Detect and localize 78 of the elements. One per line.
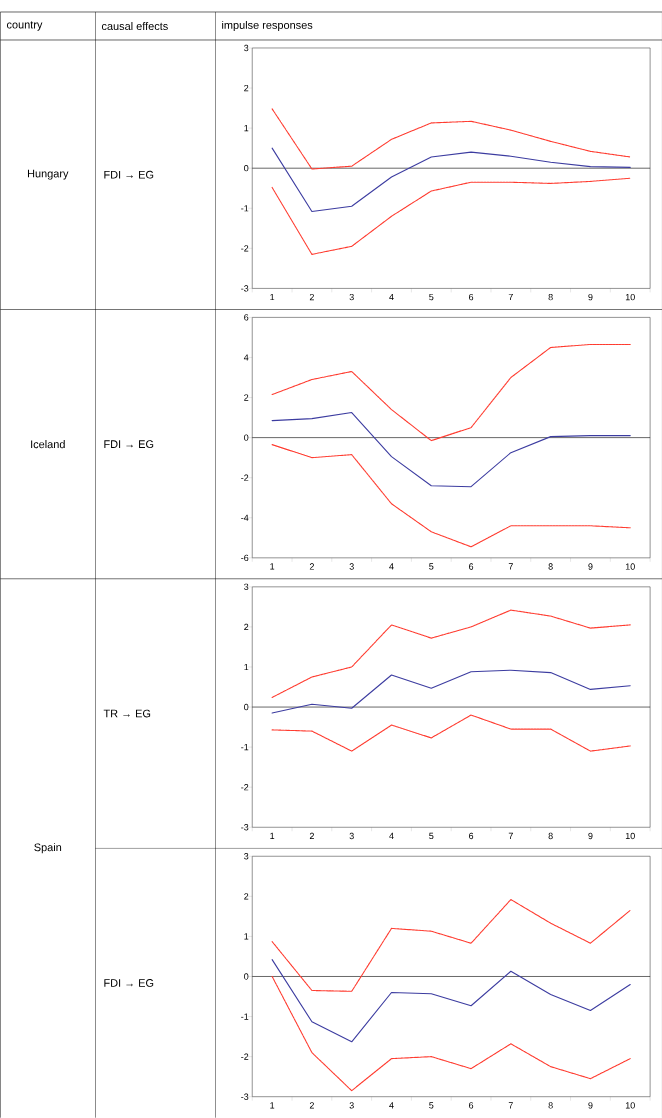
text: country xyxy=(6,21,43,31)
x-tick-label: 7 xyxy=(508,1102,513,1109)
y-tick-label: 6 xyxy=(243,314,249,321)
y-tick-label: -1 xyxy=(240,205,249,212)
x-tick-label: 10 xyxy=(625,832,635,840)
text: FDI → EG xyxy=(104,979,153,987)
x-tick-label: 2 xyxy=(309,832,314,840)
y-tick-label: 0 xyxy=(243,973,249,980)
y-tick-label: 1 xyxy=(244,125,249,132)
y-tick-label: 3 xyxy=(243,583,249,591)
x-tick-label: 3 xyxy=(349,1102,354,1109)
y-tick-label: 3 xyxy=(243,853,249,860)
y-tick-label: -3 xyxy=(240,285,249,292)
y-tick-label: -1 xyxy=(240,1013,249,1020)
text: FDI → EG xyxy=(104,170,153,179)
text: FDI → EG xyxy=(104,440,153,449)
x-tick-label: 10 xyxy=(625,293,635,301)
x-tick-label: 2 xyxy=(309,1102,314,1109)
y-tick-label: 4 xyxy=(243,354,249,361)
x-tick-label: 3 xyxy=(349,293,354,301)
x-tick-label: 6 xyxy=(468,832,473,840)
y-tick-label: 1 xyxy=(244,663,249,671)
x-tick-label: 9 xyxy=(588,563,593,570)
x-tick-label: 3 xyxy=(349,563,354,570)
x-tick-label: 8 xyxy=(548,832,553,840)
x-tick-label: 10 xyxy=(625,563,635,570)
x-tick-label: 8 xyxy=(548,563,553,570)
x-tick-label: 8 xyxy=(548,1102,553,1109)
x-tick-label: 4 xyxy=(389,563,394,570)
x-tick-label: 1 xyxy=(270,293,274,301)
y-tick-label: -2 xyxy=(240,245,249,252)
x-tick-label: 1 xyxy=(270,563,274,570)
y-tick-label: -3 xyxy=(240,824,249,831)
text: Hungary xyxy=(27,169,69,180)
x-tick-label: 6 xyxy=(468,1102,473,1109)
y-tick-label: -2 xyxy=(240,474,249,481)
x-tick-label: 7 xyxy=(508,832,513,839)
text: TR → EG xyxy=(103,709,150,718)
y-tick-label: -3 xyxy=(240,1093,249,1100)
y-tick-label: 1 xyxy=(244,933,249,940)
x-tick-label: 2 xyxy=(309,293,314,301)
x-tick-label: 5 xyxy=(428,1102,434,1109)
x-tick-label: 5 xyxy=(428,293,434,301)
y-tick-label: 2 xyxy=(243,84,249,92)
y-tick-label: 2 xyxy=(243,893,249,900)
y-tick-label: -2 xyxy=(240,784,249,791)
y-tick-label: -4 xyxy=(240,514,249,521)
x-tick-label: 6 xyxy=(468,563,473,570)
y-tick-label: 0 xyxy=(243,703,249,711)
y-tick-label: 2 xyxy=(243,394,249,401)
x-tick-label: 4 xyxy=(389,1102,394,1109)
y-tick-label: 3 xyxy=(243,44,249,52)
y-tick-label: 2 xyxy=(243,623,249,631)
y-tick-label: -6 xyxy=(240,554,249,562)
x-tick-label: 5 xyxy=(428,832,434,840)
text: Spain xyxy=(34,843,61,854)
x-tick-label: 3 xyxy=(349,832,354,840)
text: causal effects xyxy=(101,21,168,31)
y-tick-label: 0 xyxy=(243,434,249,441)
y-tick-label: 0 xyxy=(243,165,249,172)
y-tick-label: -1 xyxy=(240,744,249,751)
x-tick-label: 8 xyxy=(548,293,553,301)
text: Iceland xyxy=(30,440,65,449)
x-tick-label: 9 xyxy=(588,293,593,301)
x-tick-label: 1 xyxy=(270,1102,274,1109)
x-tick-label: 10 xyxy=(625,1102,635,1109)
x-tick-label: 7 xyxy=(508,293,513,301)
x-tick-label: 9 xyxy=(588,1102,593,1109)
x-tick-label: 4 xyxy=(389,293,394,301)
y-tick-label: -2 xyxy=(240,1053,249,1060)
x-tick-label: 4 xyxy=(389,832,394,839)
x-tick-label: 9 xyxy=(588,832,593,840)
x-tick-label: 2 xyxy=(309,563,314,570)
x-tick-label: 7 xyxy=(508,563,513,570)
x-tick-label: 6 xyxy=(468,293,473,301)
x-tick-label: 5 xyxy=(428,563,434,570)
text: impulse responses xyxy=(221,20,313,32)
x-tick-label: 1 xyxy=(270,832,274,839)
